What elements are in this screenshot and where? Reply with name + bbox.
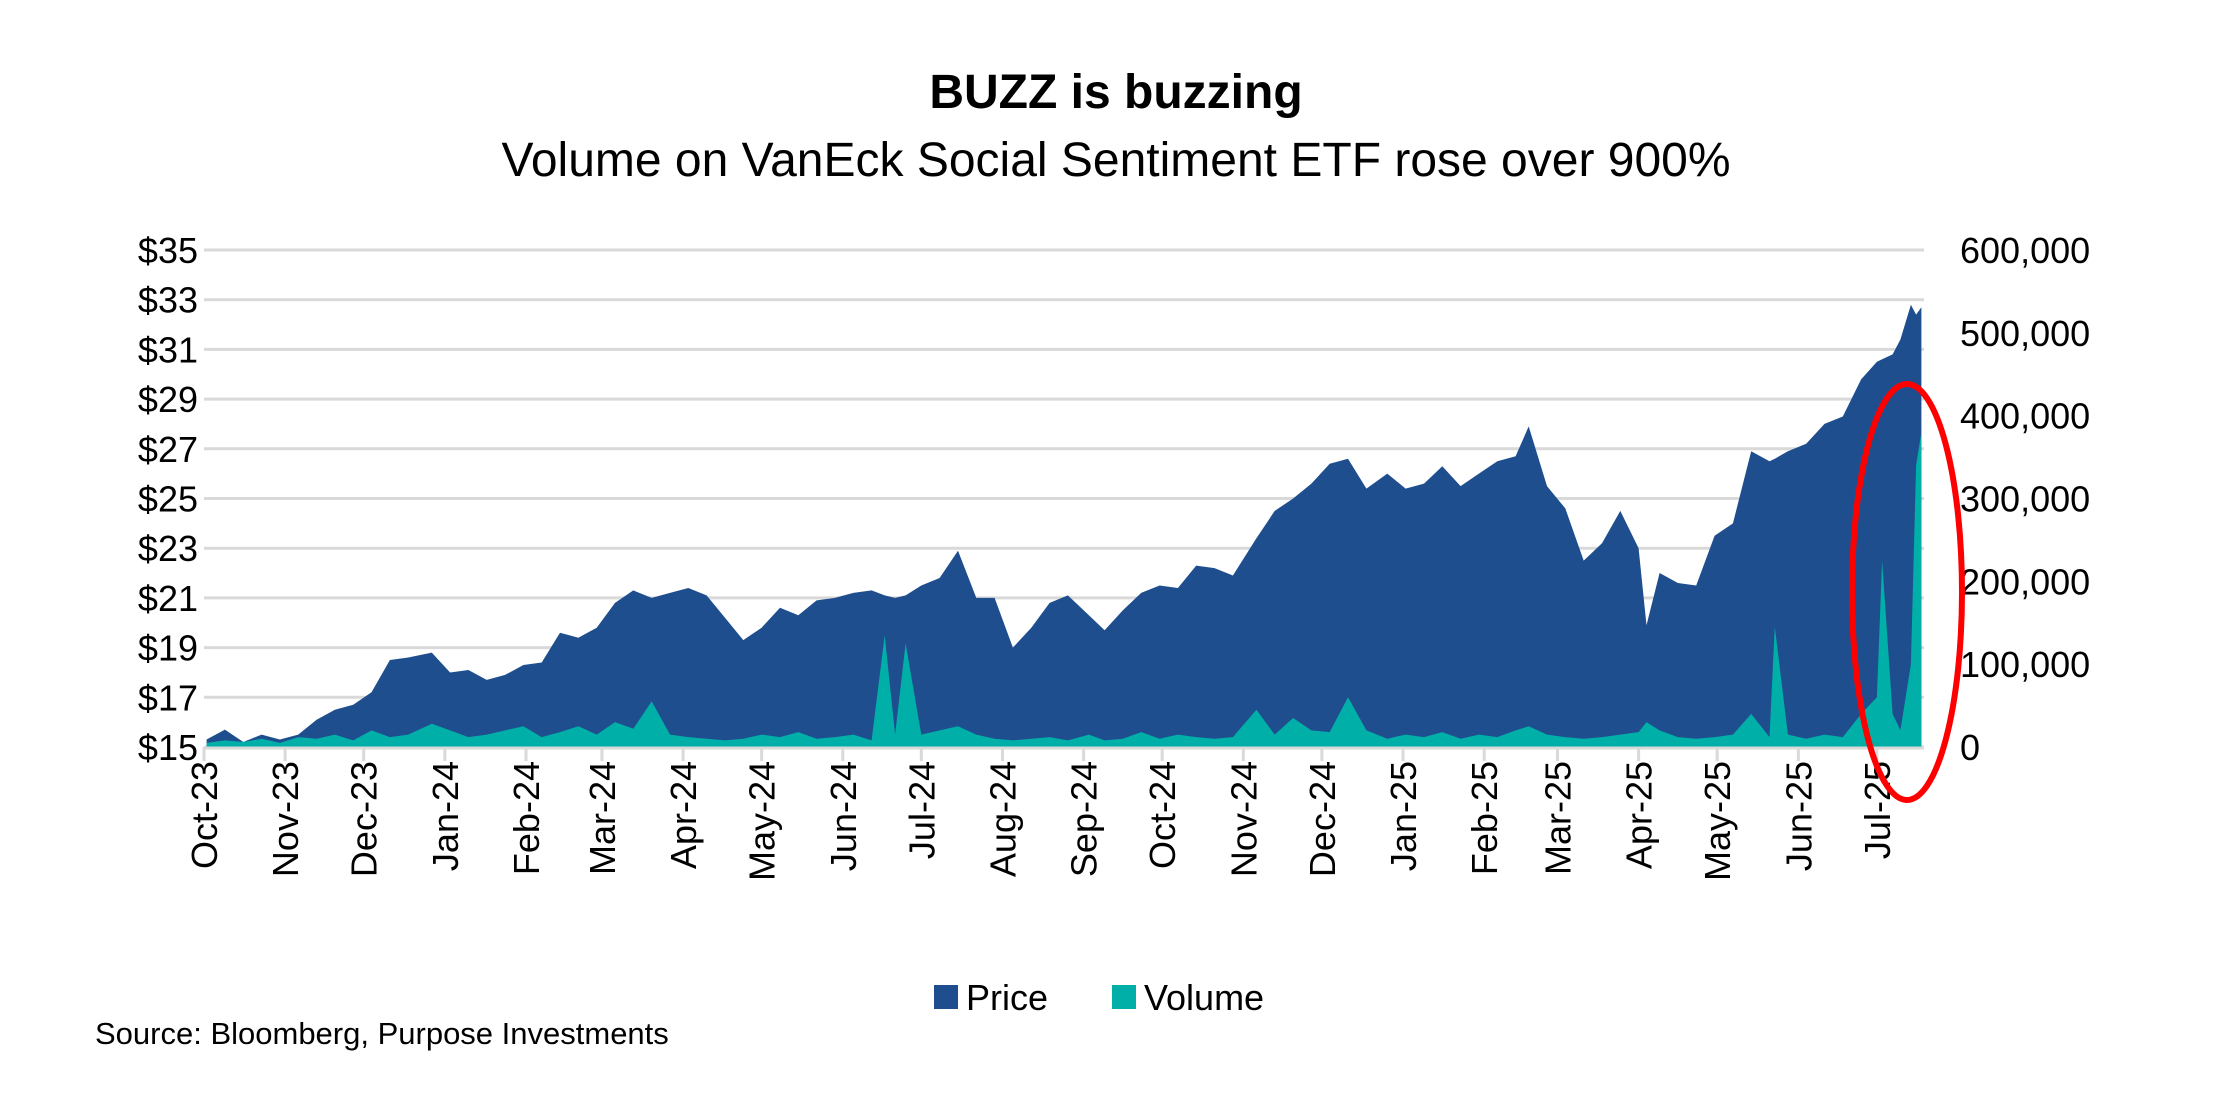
right-tick-label: 0 (1960, 727, 1980, 768)
right-tick-label: 600,000 (1960, 230, 2090, 271)
x-tick-label: Dec-24 (1302, 761, 1343, 877)
legend: Price Volume (934, 977, 1264, 1018)
legend-volume-swatch (1112, 985, 1136, 1009)
chart-title: BUZZ is buzzing (929, 66, 1302, 119)
x-tick-label: Jun-24 (823, 761, 864, 871)
left-axis: $15 $17 $19 $21 $23 $25 $27 $29 $31 $33 $35 (138, 230, 198, 768)
x-tick-label: Oct-24 (1142, 761, 1183, 869)
right-axis: 0 100,000 200,000 300,000 400,000 500,000 600,… (1960, 230, 2090, 768)
x-tick-label: Nov-23 (265, 761, 306, 877)
x-tick-label: Jan-25 (1383, 761, 1424, 871)
chart-subtitle: Volume on VanEck Social Sentiment ETF ro… (501, 134, 1730, 187)
right-tick-label: 300,000 (1960, 479, 2090, 520)
x-tick-label: Sep-24 (1064, 761, 1105, 877)
left-tick-label: $17 (138, 677, 198, 718)
x-tick-label: Jan-24 (425, 761, 466, 871)
left-tick-label: $19 (138, 628, 198, 669)
left-tick-label: $29 (138, 379, 198, 420)
x-tick-label: Dec-23 (344, 761, 385, 877)
volume-area (206, 432, 1922, 747)
right-tick-label: 100,000 (1960, 644, 2090, 685)
left-tick-label: $21 (138, 578, 198, 619)
plot-area (206, 304, 1922, 747)
price-area (206, 304, 1922, 747)
x-tick-label: Aug-24 (982, 761, 1023, 877)
x-tick-label: Mar-25 (1537, 761, 1578, 875)
x-tick-label: Apr-24 (663, 761, 704, 869)
left-tick-label: $35 (138, 230, 198, 271)
left-tick-label: $15 (138, 727, 198, 768)
left-tick-label: $23 (138, 528, 198, 569)
x-tick-label: Apr-25 (1619, 761, 1660, 869)
legend-price-label: Price (966, 977, 1048, 1018)
right-tick-label: 200,000 (1960, 561, 2090, 602)
x-tick-label: Nov-24 (1223, 761, 1264, 877)
x-tick-label: May-25 (1697, 761, 1738, 881)
x-tick-label: Jun-25 (1778, 761, 1819, 871)
x-tick-label: Oct-23 (184, 761, 225, 869)
x-tick-label: Jul-25 (1857, 761, 1898, 859)
left-tick-label: $31 (138, 329, 198, 370)
x-axis: Oct-23 Nov-23 Dec-23 Jan-24 Feb-24 Mar-24 Apr-… (184, 746, 1924, 881)
highlight-ellipse (1849, 381, 1965, 803)
x-tick-label: Jul-24 (901, 761, 942, 859)
x-tick-label: Mar-24 (582, 761, 623, 875)
x-tick-label: Feb-25 (1464, 761, 1505, 875)
right-tick-label: 500,000 (1960, 313, 2090, 354)
x-tick-label: May-24 (742, 761, 783, 881)
right-tick-label: 400,000 (1960, 396, 2090, 437)
x-tick-label: Feb-24 (506, 761, 547, 875)
left-tick-label: $25 (138, 479, 198, 520)
legend-volume-label: Volume (1144, 977, 1264, 1018)
legend-price-swatch (934, 985, 958, 1009)
left-tick-label: $27 (138, 429, 198, 470)
source-note: Source: Bloomberg, Purpose Investments (95, 1016, 669, 1051)
left-tick-label: $33 (138, 280, 198, 321)
